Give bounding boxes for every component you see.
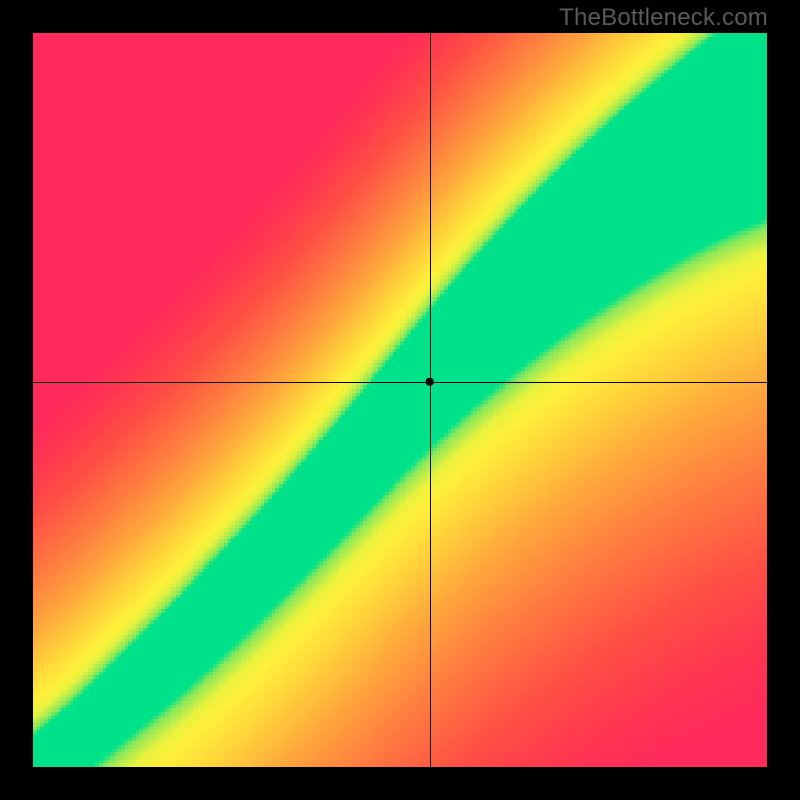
bottleneck-heatmap-canvas — [0, 0, 800, 800]
chart-frame: TheBottleneck.com — [0, 0, 800, 800]
watermark-text: TheBottleneck.com — [559, 4, 768, 32]
